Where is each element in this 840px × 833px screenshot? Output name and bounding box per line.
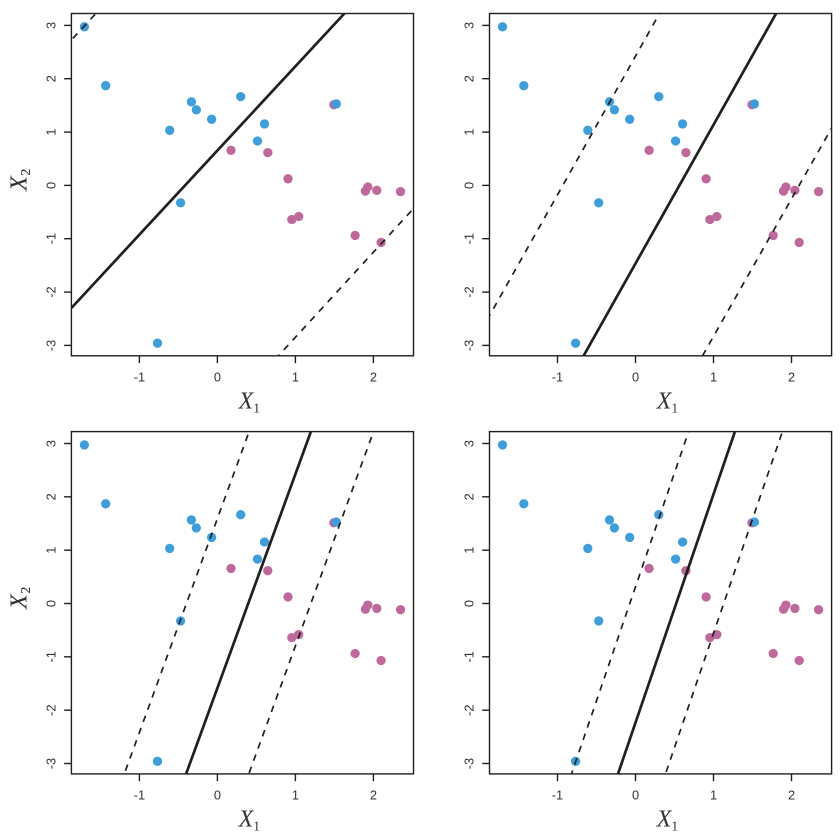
svg-text:3: 3 xyxy=(44,440,59,447)
svg-text:-2: -2 xyxy=(44,705,59,716)
svg-text:0: 0 xyxy=(632,369,639,384)
svg-text:0: 0 xyxy=(44,600,59,607)
svg-text:-2: -2 xyxy=(462,286,477,297)
svg-text:2: 2 xyxy=(44,493,59,500)
svg-text:-3: -3 xyxy=(462,340,477,351)
svg-text:2: 2 xyxy=(370,369,377,384)
svg-text:-1: -1 xyxy=(134,788,145,803)
svg-text:2: 2 xyxy=(462,75,477,82)
svg-text:1: 1 xyxy=(462,129,477,136)
svg-text:-3: -3 xyxy=(44,758,59,769)
svg-text:2: 2 xyxy=(788,788,795,803)
svg-text:-2: -2 xyxy=(462,705,477,716)
svg-text:2: 2 xyxy=(788,369,795,384)
svg-text:-1: -1 xyxy=(462,233,477,244)
svg-text:3: 3 xyxy=(462,22,477,29)
svg-text:-1: -1 xyxy=(44,651,59,662)
svg-text:-3: -3 xyxy=(462,758,477,769)
svg-text:-2: -2 xyxy=(44,286,59,297)
svg-text:0: 0 xyxy=(462,600,477,607)
svg-text:2: 2 xyxy=(44,75,59,82)
svg-text:3: 3 xyxy=(44,22,59,29)
svg-text:1: 1 xyxy=(292,369,299,384)
svg-text:-1: -1 xyxy=(552,369,563,384)
svg-text:1: 1 xyxy=(710,788,717,803)
svg-text:0: 0 xyxy=(214,788,221,803)
svg-text:0: 0 xyxy=(462,182,477,189)
svg-text:-1: -1 xyxy=(462,651,477,662)
svg-text:2: 2 xyxy=(370,788,377,803)
svg-text:0: 0 xyxy=(632,788,639,803)
svg-text:1: 1 xyxy=(44,129,59,136)
svg-text:1: 1 xyxy=(710,369,717,384)
svg-text:1: 1 xyxy=(44,547,59,554)
svg-text:-3: -3 xyxy=(44,340,59,351)
svg-text:1: 1 xyxy=(292,788,299,803)
svg-text:3: 3 xyxy=(462,440,477,447)
svg-text:-1: -1 xyxy=(552,788,563,803)
svg-text:2: 2 xyxy=(462,493,477,500)
svg-text:1: 1 xyxy=(462,547,477,554)
svg-text:-1: -1 xyxy=(134,369,145,384)
svg-text:-1: -1 xyxy=(44,233,59,244)
svg-text:0: 0 xyxy=(44,182,59,189)
svg-text:0: 0 xyxy=(214,369,221,384)
